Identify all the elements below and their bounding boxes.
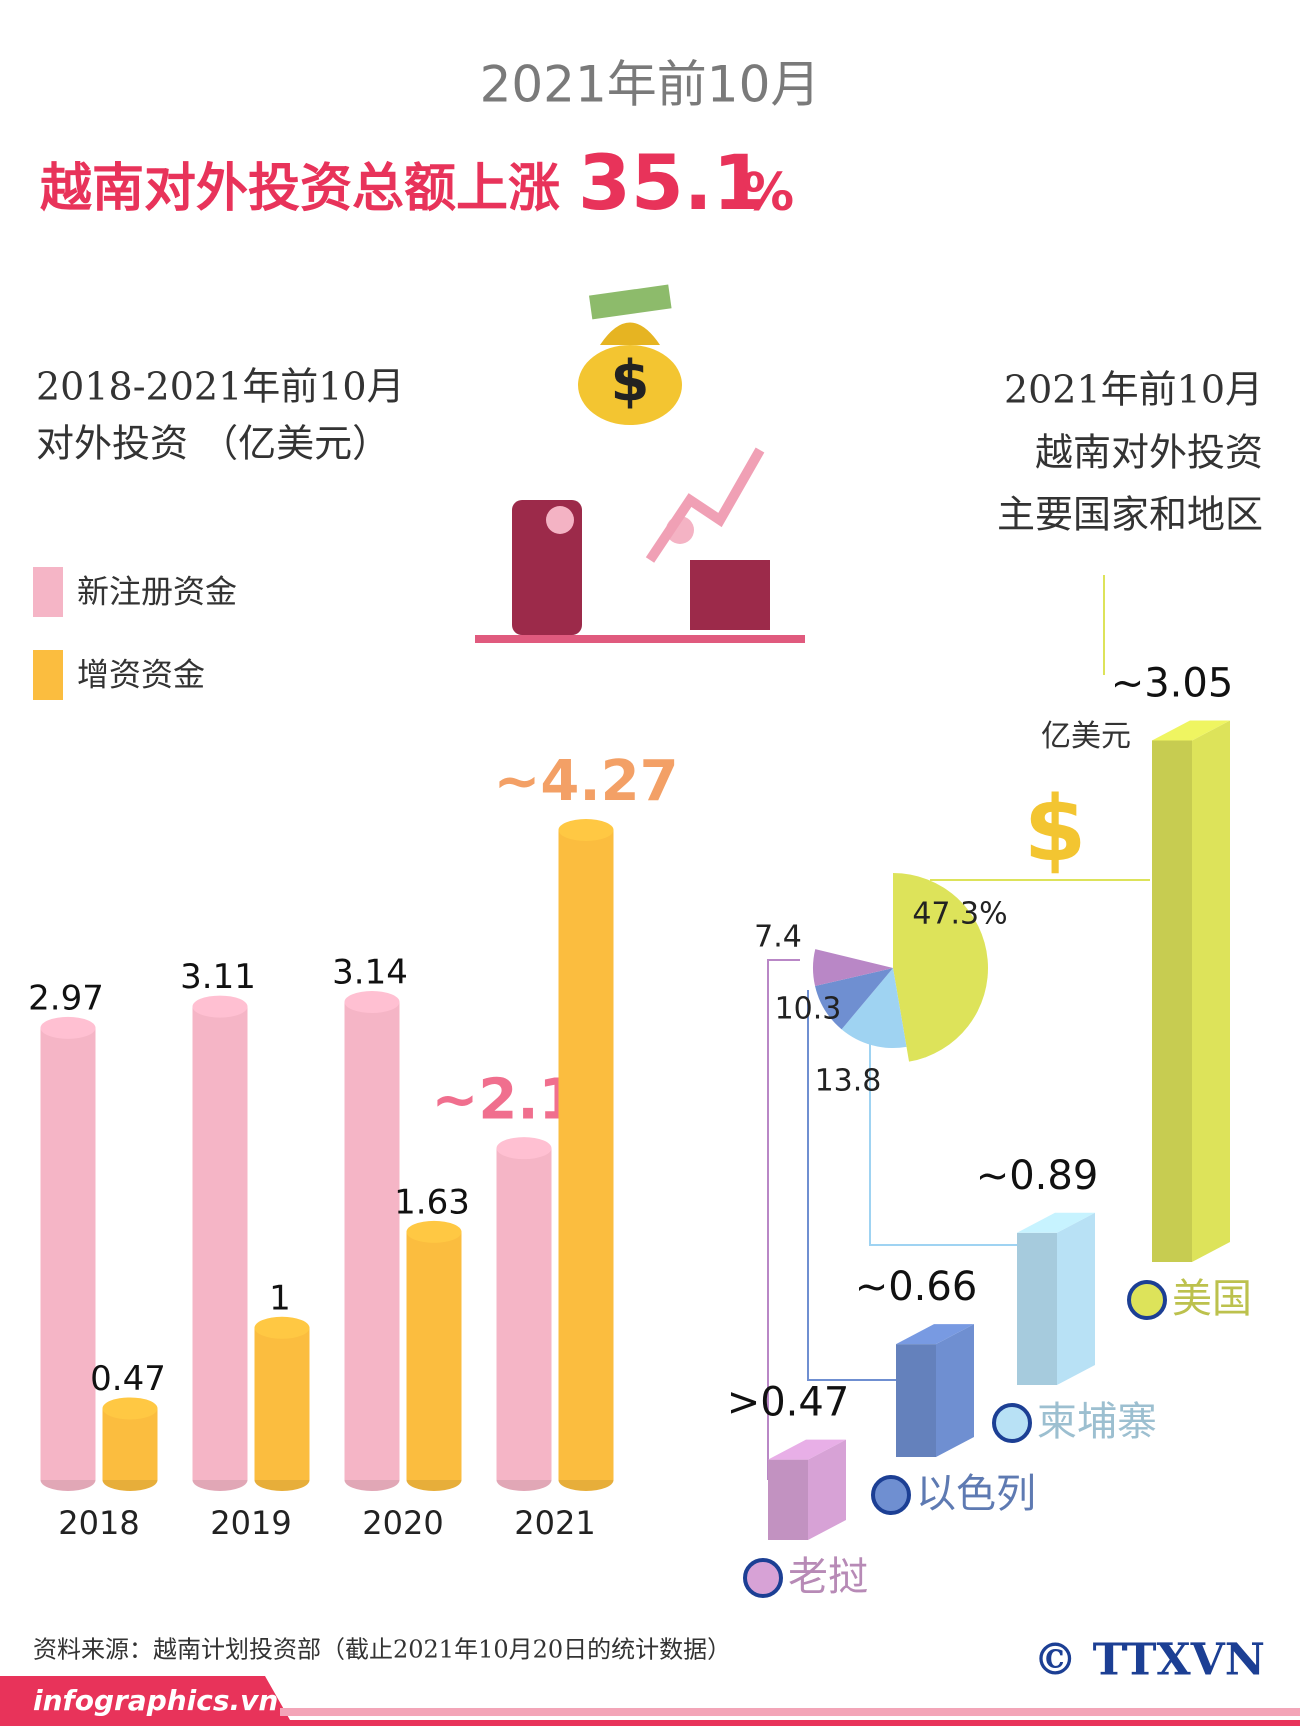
bar-top: [768, 1439, 846, 1460]
bar-top: [896, 1324, 974, 1345]
right-title-line: 越南对外投资: [1035, 431, 1263, 475]
cylinder-top: [254, 1316, 310, 1339]
bar-top: [1152, 720, 1230, 741]
cylinder: [102, 1397, 158, 1491]
x-tick-label: 2020: [362, 1504, 443, 1542]
flag: [743, 1558, 783, 1598]
footer-band: [0, 1676, 1300, 1726]
value-label: 47.3%: [912, 897, 1007, 932]
pie-slice: [841, 968, 907, 1048]
x-tick-label: 2021: [514, 1504, 595, 1542]
cylinder: [192, 995, 248, 1491]
connectors: [767, 879, 1150, 1480]
cylinder-top: [406, 1220, 462, 1243]
bar: [344, 1002, 400, 1480]
value-label: 7.4: [754, 920, 802, 955]
left-title: 2018-2021年前10月: [36, 365, 405, 409]
left-subtitle: 对外投资 （亿美元）: [36, 422, 390, 466]
bar-side: [936, 1324, 974, 1457]
category-label: 柬埔寨: [1037, 1399, 1157, 1445]
bar: [496, 1148, 552, 1480]
right-title: 2021年前10月 越南对外投资 主要国家和地区: [997, 368, 1263, 537]
x-tick-label: 2018: [58, 1504, 139, 1542]
value-label: ~0.89: [976, 1153, 1099, 1199]
pie-slice: [813, 949, 893, 986]
cylinder-top: [496, 1137, 552, 1160]
value-label: 3.11: [180, 957, 256, 997]
cylinder: [40, 1016, 96, 1491]
category-label: 老挝: [788, 1554, 868, 1600]
header-unit: %: [742, 163, 794, 223]
footer-stripe: [280, 1708, 1300, 1716]
bar-side: [1057, 1212, 1095, 1385]
value-label: 2.97: [28, 978, 104, 1018]
legend-label: 增资资金: [77, 656, 205, 694]
x-tick-label: 2019: [210, 1504, 291, 1542]
value-label: 1: [269, 1278, 291, 1318]
unit-label: 亿美元: [1041, 719, 1131, 754]
cylinder-top: [192, 995, 248, 1018]
cylinder-top: [344, 991, 400, 1014]
cylinder-top: [558, 819, 614, 841]
flag: [992, 1403, 1032, 1443]
bar-3d: [1152, 720, 1230, 1262]
bar: [192, 1006, 248, 1480]
bar: [1017, 1232, 1057, 1385]
cylinder: [254, 1316, 310, 1491]
footer: 资料来源：越南计划投资部（截止2021年10月20日的统计数据） infogra…: [0, 1635, 1300, 1726]
pie-slice: [815, 968, 893, 1030]
svg-text:$: $: [611, 349, 650, 414]
cylinder-top: [40, 1016, 96, 1039]
cylinder-top: [102, 1397, 158, 1420]
value-label: ~0.66: [855, 1264, 978, 1310]
site: infographics.vn: [33, 1684, 278, 1717]
flag: [1127, 1280, 1167, 1320]
source: 资料来源：越南计划投资部（截止2021年10月20日的统计数据）: [33, 1636, 731, 1664]
legend-swatch: [33, 650, 63, 700]
bar-3d: [896, 1324, 974, 1457]
category-label: 美国: [1172, 1276, 1252, 1322]
cylinder: [496, 1137, 552, 1491]
category-label: 以色列: [916, 1471, 1036, 1517]
value-label: 10.3: [775, 992, 842, 1027]
bar-top: [1017, 1212, 1095, 1233]
header-title: 越南对外投资总额上涨: [40, 159, 560, 219]
bar: [768, 1459, 808, 1540]
value-label: 3.14: [332, 953, 408, 993]
right-title-line: 2021年前10月: [1004, 368, 1263, 412]
dollar-icon: $: [1024, 777, 1087, 882]
legend-swatch: [33, 567, 63, 617]
bar: [558, 830, 614, 1480]
bar: [896, 1344, 936, 1457]
bar: [1152, 740, 1192, 1262]
bar: [254, 1327, 310, 1480]
legend-label: 新注册资金: [77, 573, 237, 611]
bar-3d: [1017, 1212, 1095, 1385]
right-title-line: 主要国家和地区: [997, 493, 1263, 537]
bar: [406, 1231, 462, 1480]
value-label: 13.8: [815, 1064, 882, 1099]
bar-side: [808, 1439, 846, 1540]
value-label: 0.47: [90, 1359, 166, 1399]
header-subtitle: 2021年前10月: [480, 56, 821, 114]
cylinder: [558, 819, 614, 1491]
bar: [40, 1027, 96, 1480]
money-illustration: $: [475, 284, 805, 643]
bar: [102, 1408, 158, 1480]
header-highlight: 35.1: [578, 138, 766, 227]
value-label: 1.63: [394, 1182, 470, 1222]
bar-side: [1192, 720, 1230, 1262]
pie-slice: [893, 873, 988, 1062]
bar-3d: [768, 1439, 846, 1540]
flag: [871, 1475, 911, 1515]
value-label: ~3.05: [1111, 660, 1234, 706]
cylinder: [406, 1220, 462, 1491]
agency: © TTXVN: [1033, 1635, 1265, 1686]
value-label: >0.47: [727, 1380, 850, 1426]
value-label: ~4.27: [493, 749, 678, 814]
cylinder: [344, 991, 400, 1491]
